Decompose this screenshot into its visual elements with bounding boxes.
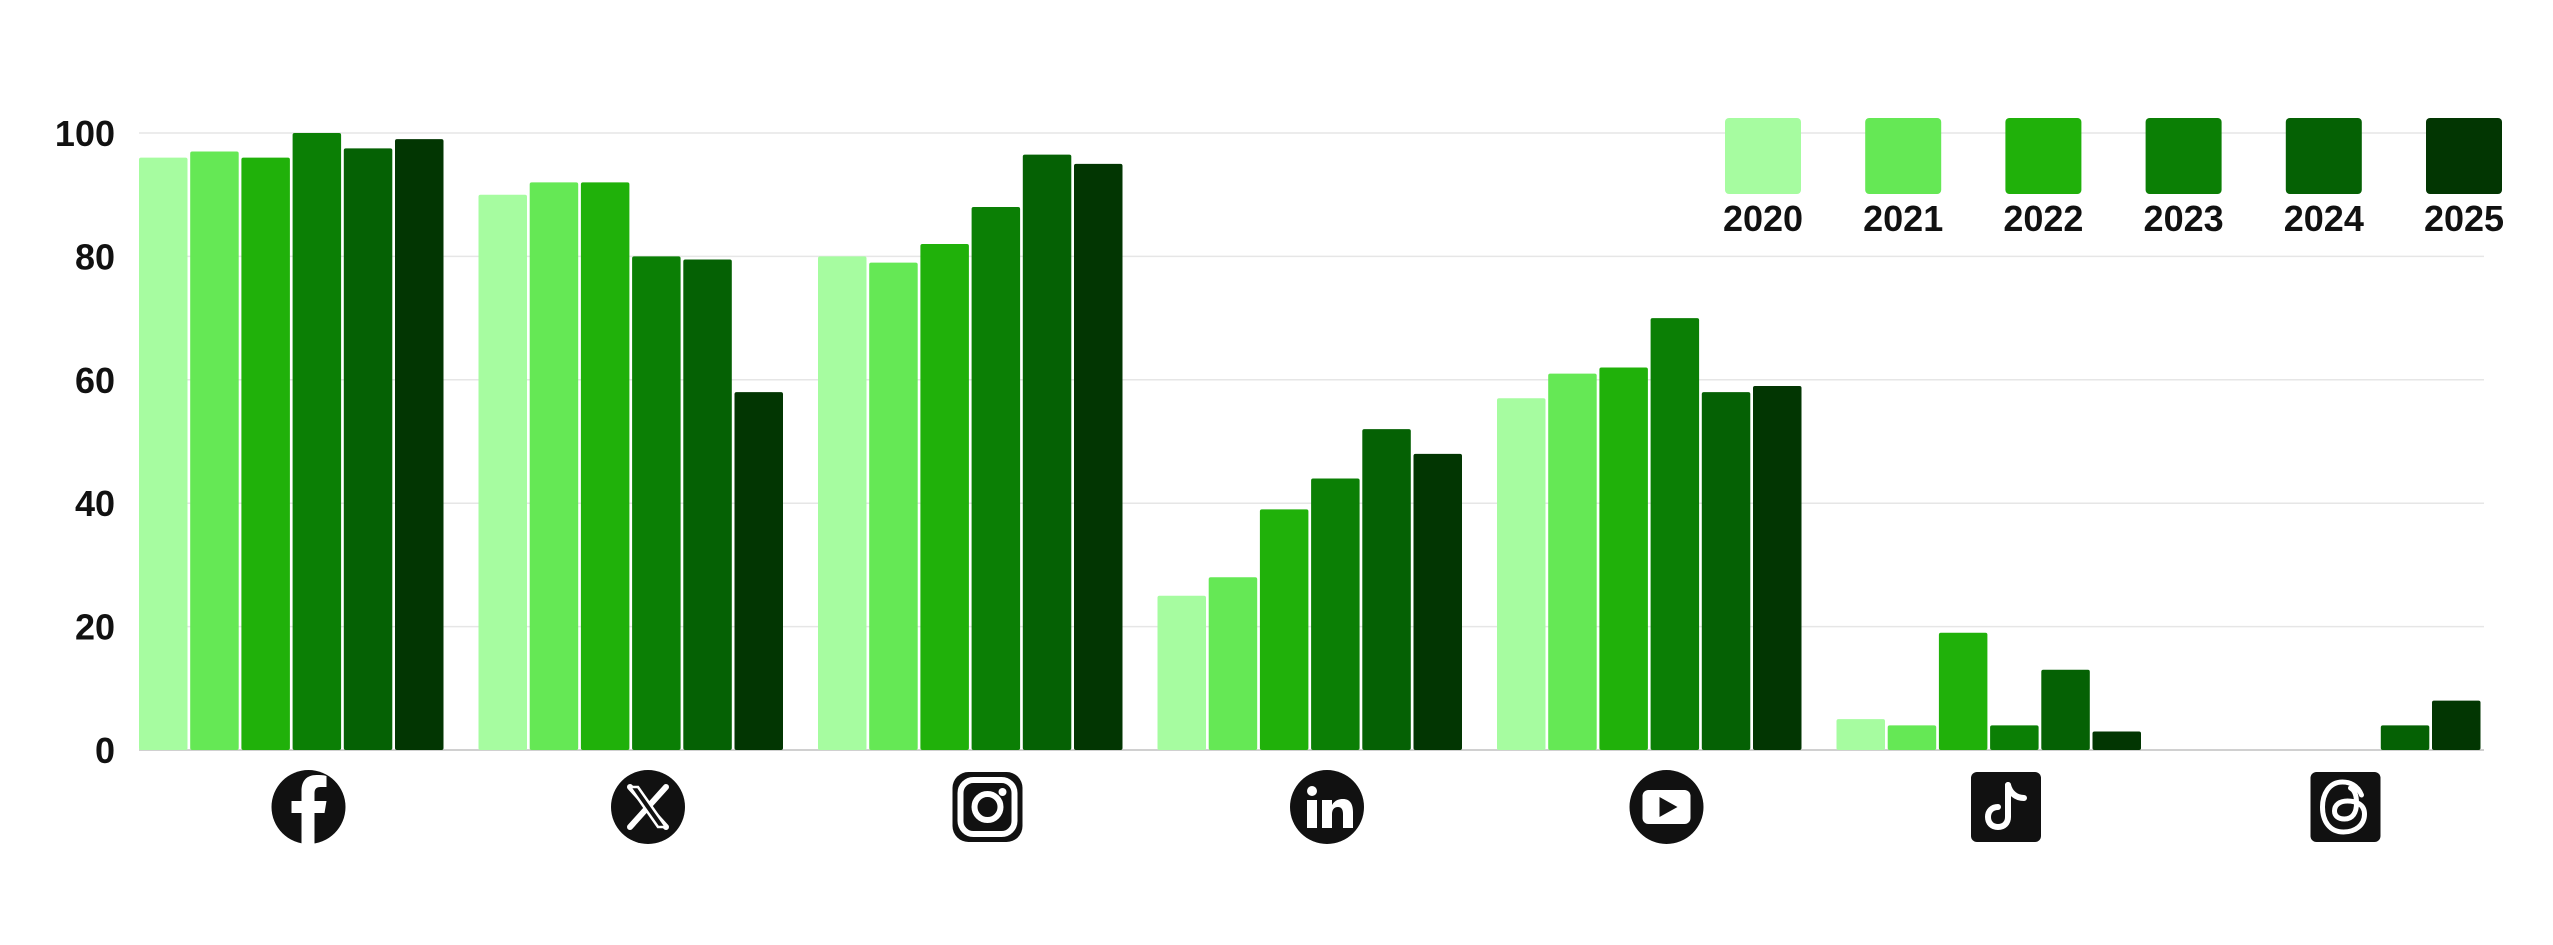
bar-youtube-2021 [1548,373,1597,750]
legend-item-2021: 2021 [1863,118,1943,239]
bar-threads-2024 [2380,725,2430,750]
bar-facebook-2022 [241,157,290,750]
bar-instagram-2022 [920,244,969,750]
bar-group-x [478,182,783,751]
legend-label: 2023 [2144,198,2224,239]
linkedin-icon [1290,770,1364,844]
bar-youtube-2024 [1701,392,1751,750]
bar-facebook-2023 [292,133,342,750]
legend-label: 2024 [2284,198,2364,239]
legend-swatch [2005,118,2082,194]
bar-linkedin-2024 [1362,429,1411,750]
y-tick-label: 20 [75,607,115,648]
bar-facebook-2020 [139,157,188,750]
bar-instagram-2024 [1022,154,1072,751]
bar-tiktok-2021 [1887,725,1937,750]
bar-threads-2025 [2432,700,2481,750]
y-tick-label: 100 [55,113,115,154]
threads-icon [2310,772,2381,842]
bar-x-2020 [478,194,527,750]
bar-youtube-2025 [1753,385,1802,750]
bar-x-2024 [683,259,732,750]
legend-swatch [2285,118,2362,194]
y-tick-label: 60 [75,360,115,401]
bar-x-2025 [734,392,783,750]
legend-label: 2022 [2003,198,2083,239]
bar-youtube-2023 [1650,318,1700,750]
legend-label: 2020 [1723,198,1803,239]
legend-swatch [1725,118,1801,194]
legend-item-2022: 2022 [2003,118,2083,239]
youtube-icon [1629,770,1704,844]
bar-youtube-2020 [1497,398,1546,750]
y-tick-label: 40 [75,483,115,524]
bar-group-youtube [1497,318,1802,750]
bar-youtube-2022 [1599,367,1648,750]
y-tick-label: 80 [75,236,115,277]
bar-x-2021 [529,182,579,751]
bar-group-linkedin [1157,429,1462,750]
bar-tiktok-2025 [2092,731,2141,750]
bar-linkedin-2020 [1157,595,1206,750]
legend-item-2025: 2025 [2424,118,2504,239]
legend-swatch [1865,118,1942,194]
legend-swatch [2426,118,2502,194]
bar-facebook-2024 [343,148,393,751]
legend-item-2023: 2023 [2144,118,2224,239]
bar-group-tiktok [1836,632,2141,750]
bar-tiktok-2020 [1836,719,1885,750]
bar-instagram-2025 [1074,163,1123,751]
bar-instagram-2023 [971,207,1021,751]
bar-group-facebook [139,133,444,751]
bar-instagram-2020 [818,256,867,750]
legend-label: 2025 [2424,198,2504,239]
bar-group-threads [2380,700,2481,750]
category-icons [271,770,2381,844]
bar-facebook-2021 [190,151,239,750]
legend-item-2024: 2024 [2284,118,2364,239]
bar-linkedin-2023 [1311,478,1360,750]
bar-linkedin-2022 [1259,509,1309,750]
legend-swatch [2145,118,2222,194]
bar-facebook-2025 [395,139,444,751]
legend: 2020 2021 2022 2023 2024 2025 [1723,118,2504,239]
y-axis-ticks: 0 20 40 60 80 100 [55,113,115,771]
bar-tiktok-2024 [2041,669,2090,750]
bar-linkedin-2025 [1413,453,1462,750]
x-icon [611,770,685,844]
bar-tiktok-2022 [1938,632,1988,750]
y-tick-label: 0 [95,730,115,771]
bar-instagram-2021 [869,262,918,750]
facebook-icon [271,770,346,844]
bar-x-2022 [580,182,630,751]
bar-x-2023 [632,256,681,750]
bar-linkedin-2021 [1208,577,1258,750]
legend-item-2020: 2020 [1723,118,1803,239]
bar-tiktok-2023 [1990,725,2039,750]
legend-label: 2021 [1863,198,1943,239]
bars [139,133,2481,751]
tiktok-icon [1971,772,2041,842]
bar-group-instagram [818,154,1123,751]
instagram-icon [952,772,1023,842]
